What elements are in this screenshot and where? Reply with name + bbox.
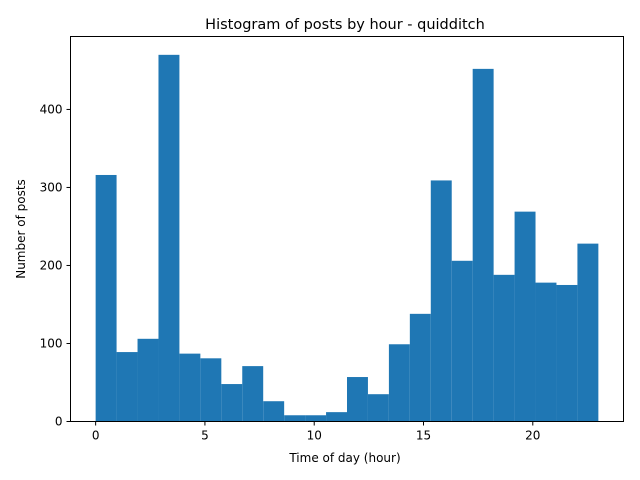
histogram-bar bbox=[263, 401, 285, 422]
histogram-bar bbox=[179, 353, 201, 422]
histogram-bar bbox=[493, 274, 515, 422]
histogram-bar bbox=[137, 338, 159, 422]
histogram-bar bbox=[430, 180, 452, 422]
histogram-bar bbox=[158, 54, 180, 422]
histogram-bar bbox=[535, 282, 557, 422]
histogram-bar bbox=[577, 243, 599, 422]
histogram-bar bbox=[514, 211, 536, 422]
x-tick-label: 5 bbox=[201, 429, 209, 443]
x-axis-label: Time of day (hour) bbox=[288, 451, 400, 465]
y-tick-label: 300 bbox=[40, 180, 63, 194]
y-axis-label: Number of posts bbox=[14, 179, 28, 279]
y-tick-label: 0 bbox=[55, 415, 63, 429]
y-tick-label: 100 bbox=[40, 336, 63, 350]
histogram-bar bbox=[556, 284, 578, 422]
histogram-bar bbox=[409, 313, 431, 422]
y-tick-label: 200 bbox=[40, 258, 63, 272]
chart-title: Histogram of posts by hour - quidditch bbox=[205, 17, 485, 33]
x-tick-label: 10 bbox=[307, 429, 322, 443]
histogram-bar bbox=[451, 260, 473, 422]
histogram-bar bbox=[242, 366, 264, 422]
histogram-bar bbox=[221, 384, 243, 422]
histogram-bar bbox=[284, 415, 306, 422]
histogram-bar bbox=[367, 394, 389, 422]
histogram-bar bbox=[347, 377, 368, 422]
plot-frame bbox=[70, 36, 624, 422]
x-axis-ticks: 0 5 10 15 20 bbox=[92, 421, 540, 443]
x-tick-label: 20 bbox=[525, 429, 540, 443]
histogram-bar bbox=[116, 352, 138, 422]
histogram-bar bbox=[472, 68, 494, 422]
histogram-bar bbox=[95, 174, 117, 422]
y-tick-label: 400 bbox=[40, 102, 63, 116]
histogram-bar bbox=[200, 358, 222, 422]
y-axis-ticks: 0 100 200 300 400 bbox=[40, 102, 71, 429]
histogram-bar bbox=[305, 415, 327, 422]
histogram-bar bbox=[326, 412, 347, 422]
x-tick-label: 0 bbox=[92, 429, 100, 443]
histogram-bar bbox=[388, 344, 410, 422]
bars-group bbox=[95, 54, 599, 422]
x-tick-label: 15 bbox=[416, 429, 431, 443]
